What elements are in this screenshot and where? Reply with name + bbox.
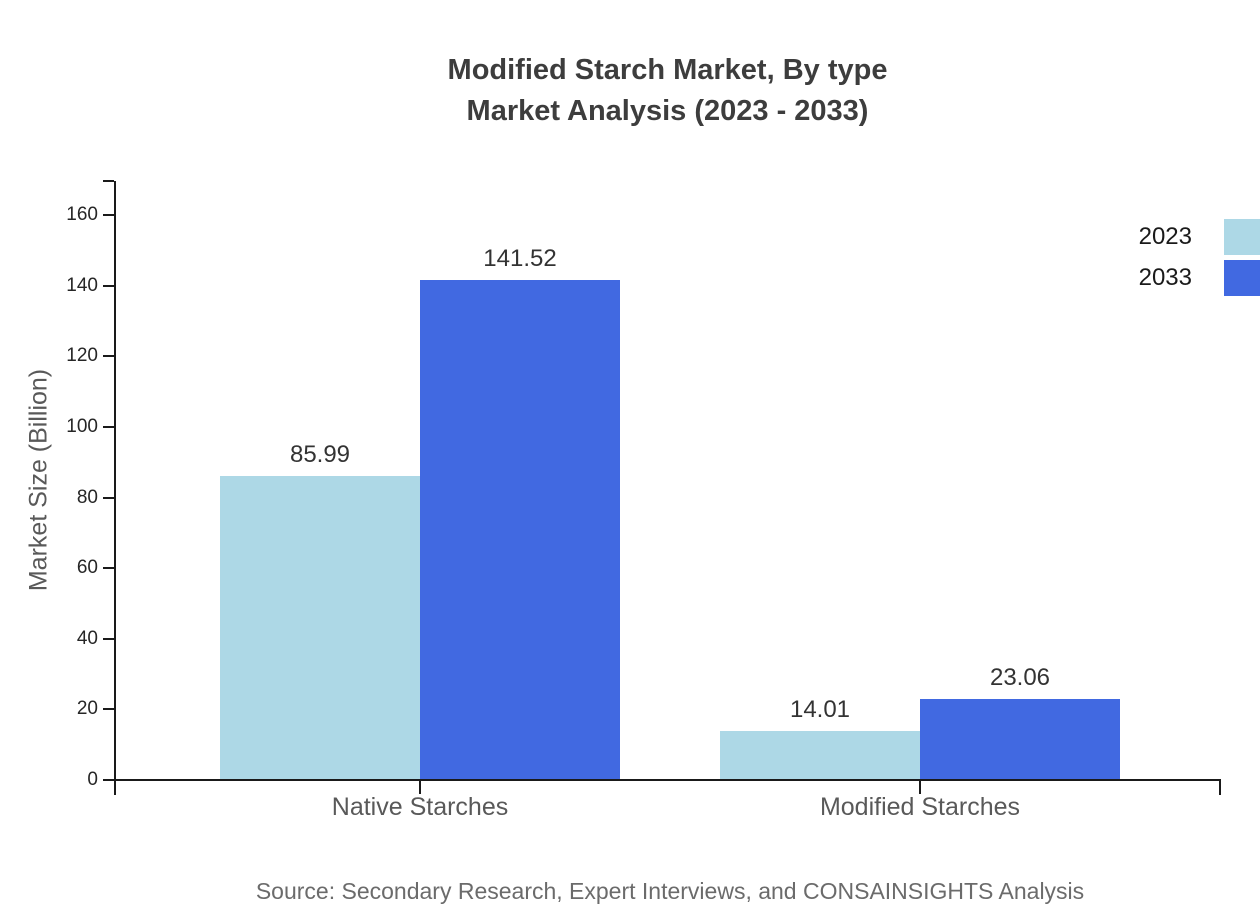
bar-2023-native-starches: [220, 476, 420, 780]
y-tick-label: 20: [76, 698, 98, 720]
chart-title-line-2: Market Analysis (2023 - 2033): [466, 95, 869, 127]
y-tick-label: 0: [87, 769, 98, 790]
legend-item-label-2033: 2033: [1138, 264, 1192, 291]
y-axis-tick: [103, 708, 114, 711]
legend-swatch-2033: [1224, 260, 1260, 296]
x-axis-line: [103, 779, 1221, 781]
y-axis-tick: [103, 214, 114, 216]
y-tick-label: 80: [76, 486, 98, 508]
chart-title-line-1: Modified Starch Market, By type: [447, 54, 888, 86]
bar-value-label: 85.99: [289, 441, 351, 469]
bar-value-label: 141.52: [483, 245, 557, 273]
y-axis-tick: [103, 284, 114, 287]
bar-2033-modified-starches: [920, 698, 1120, 780]
y-tick-label: 60: [76, 557, 98, 579]
x-category-label: Native Starches: [331, 793, 509, 821]
y-axis-tick: [103, 567, 114, 570]
y-axis-tick: [103, 496, 114, 499]
y-tick-label: 120: [66, 345, 98, 367]
chart-title: Modified Starch Market, By type Market A…: [75, 50, 1260, 132]
y-tick-label: 140: [66, 274, 98, 296]
y-axis-tick: [103, 425, 114, 428]
y-tick-label: 160: [66, 204, 98, 225]
x-category-label: Modified Starches: [819, 793, 1021, 821]
legend-item-label-2023: 2023: [1138, 223, 1192, 250]
bar-value-label: 23.06: [989, 663, 1051, 691]
y-axis-end-cap: [103, 180, 114, 182]
x-axis-tick: [919, 779, 921, 794]
legend-swatch-2023: [1224, 219, 1260, 255]
y-axis-line: [114, 181, 116, 795]
bar-2033-native-starches: [420, 280, 620, 780]
y-tick-label: 40: [76, 627, 98, 649]
bar-value-label: 14.01: [789, 695, 851, 723]
bar-2023-modified-starches: [720, 730, 920, 780]
y-axis-tick: [103, 355, 114, 358]
y-tick-label: 100: [66, 415, 98, 437]
source-note: Source: Secondary Research, Expert Inter…: [255, 878, 1085, 904]
x-axis-end-cap: [1219, 779, 1221, 795]
y-axis-tick: [103, 637, 114, 640]
x-axis-tick: [419, 779, 421, 794]
